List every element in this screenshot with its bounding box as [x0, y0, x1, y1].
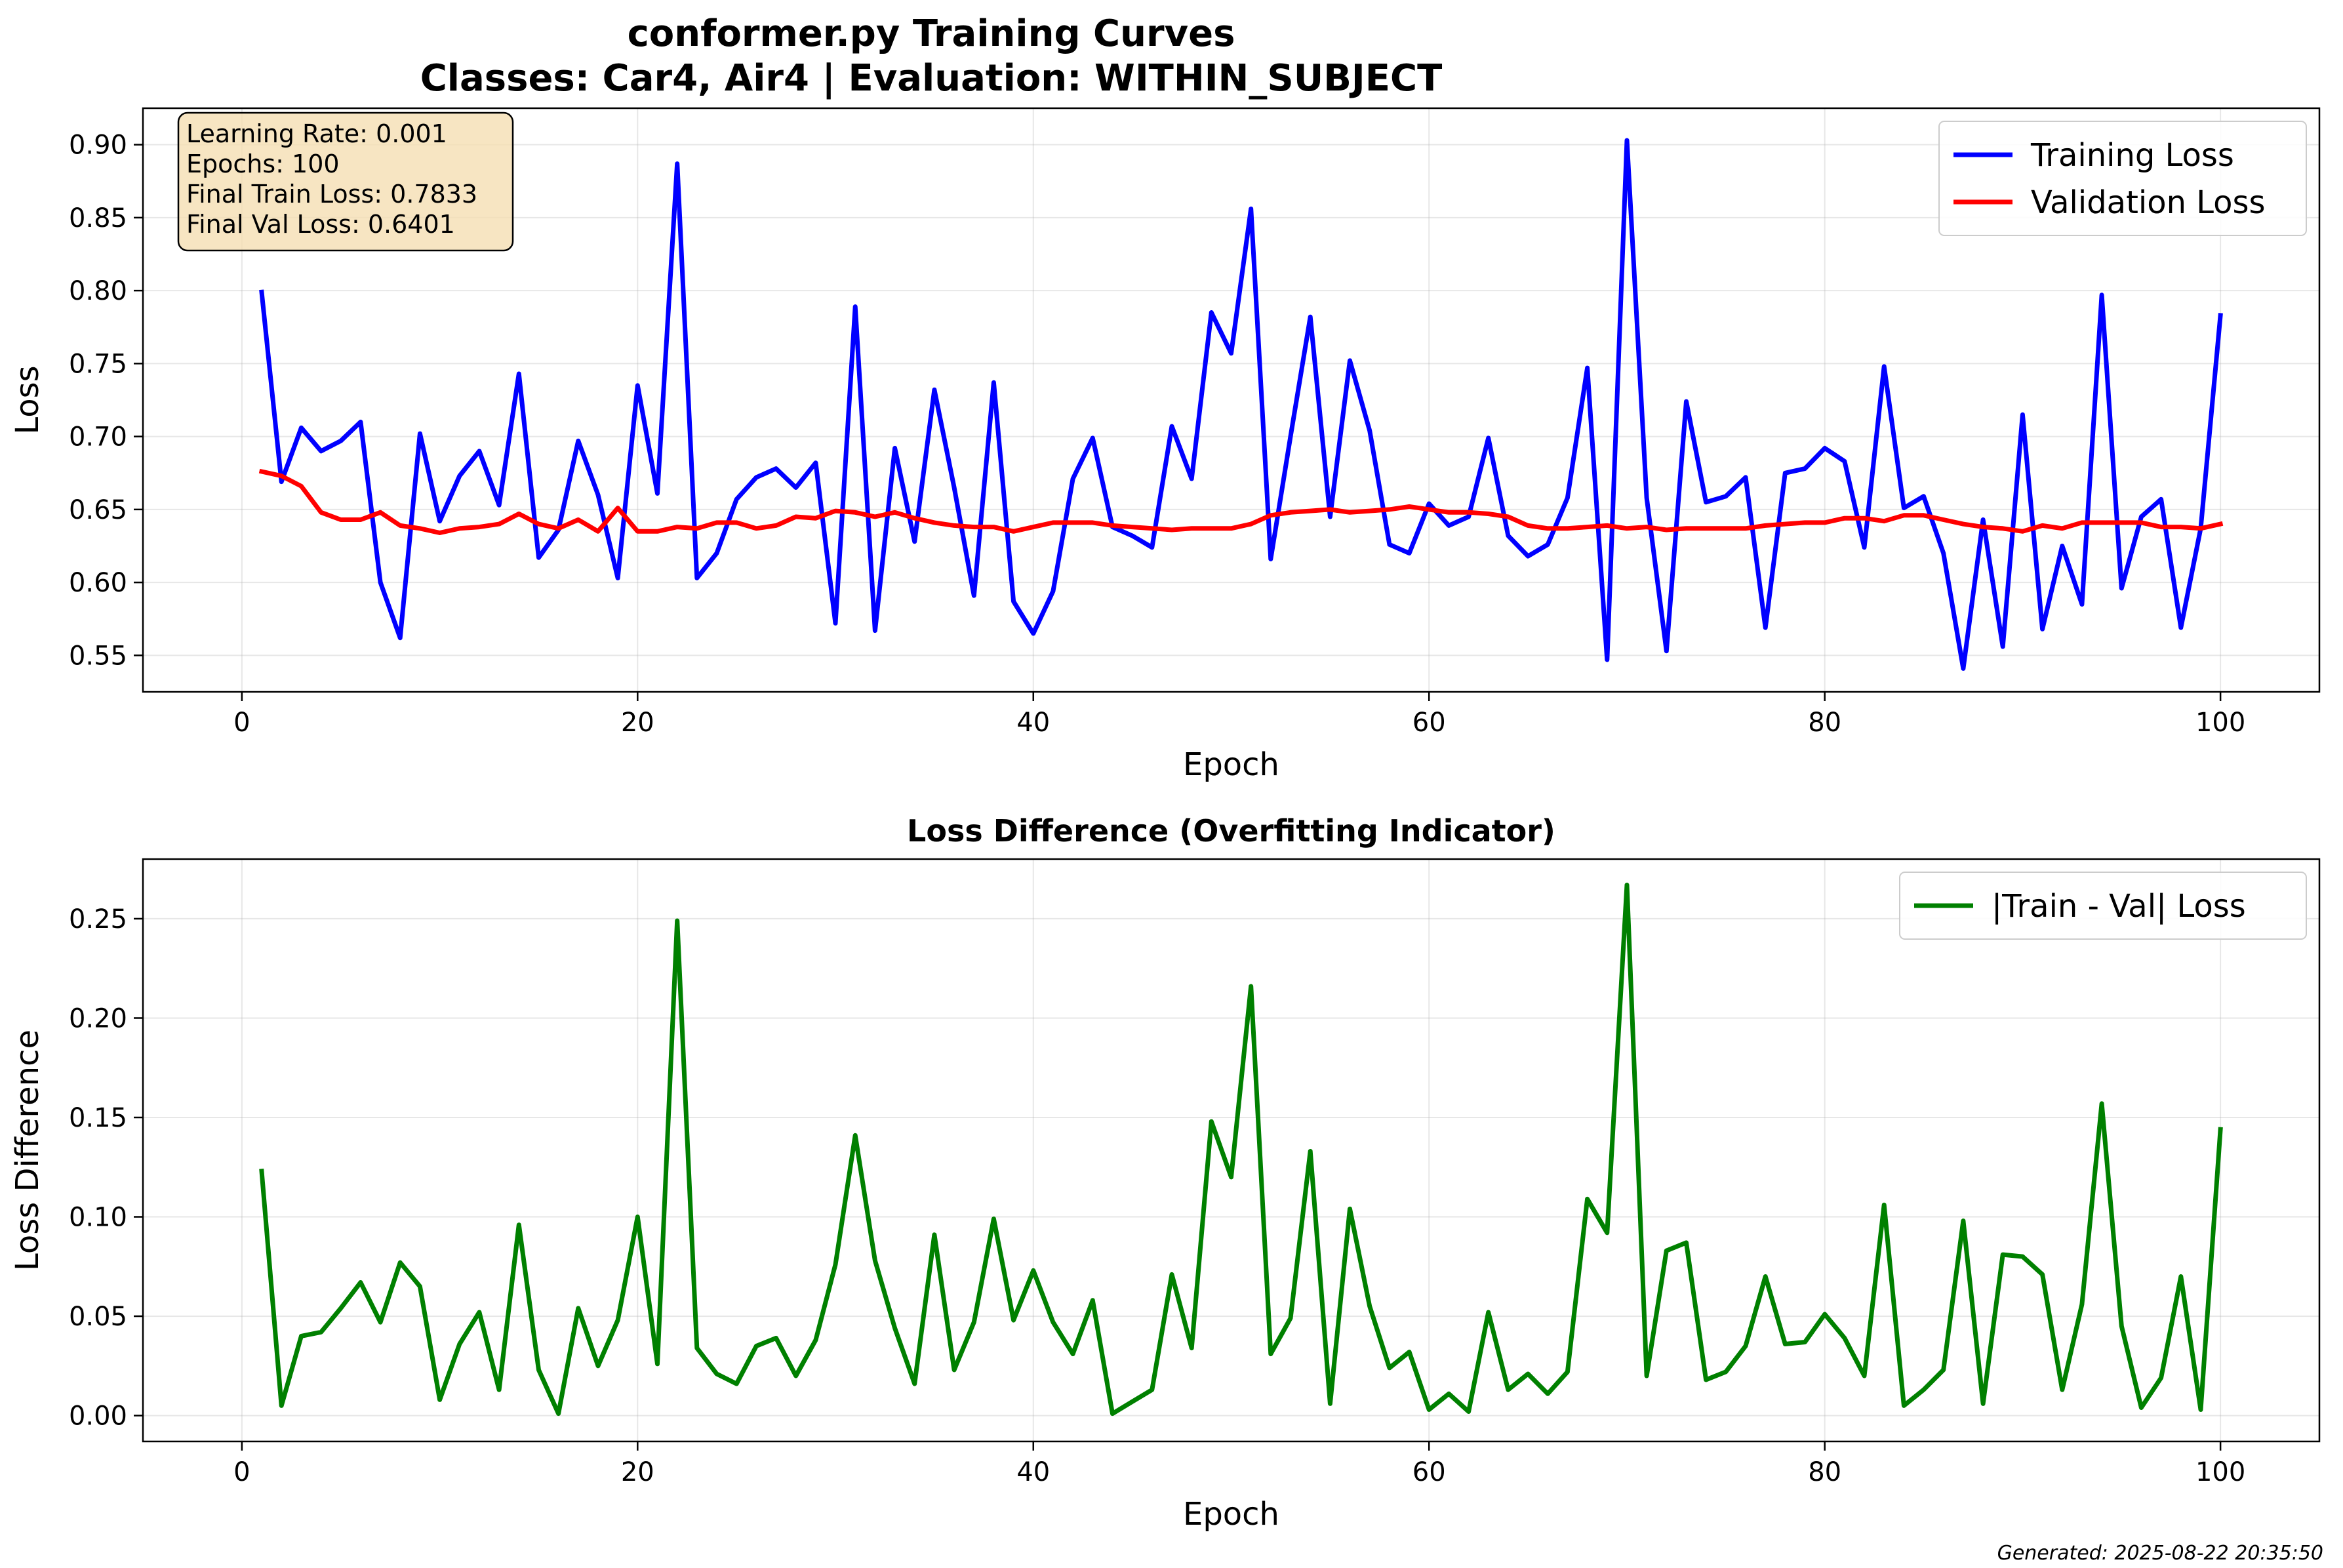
axes-frame — [142, 858, 2321, 1443]
x-tick-label: 60 — [1412, 1457, 1446, 1487]
y-tick-label: 0.90 — [69, 131, 127, 161]
x-tick-label: 20 — [621, 708, 654, 738]
y-tick-label: 0.70 — [69, 422, 127, 452]
series-line-training-loss — [259, 138, 2223, 671]
x-tick-label: 40 — [1016, 708, 1050, 738]
subplot-title: Loss Difference (Overfitting Indicator) — [907, 813, 1555, 849]
generated-timestamp: Generated: 2025-08-22 20:35:50 — [1997, 1542, 2323, 1565]
info-box-background — [177, 111, 514, 252]
y-tick-label: 0.55 — [69, 641, 127, 671]
x-tick-label: 0 — [233, 708, 250, 738]
loss-difference-panel: Loss Difference (Overfitting Indicator) 0… — [9, 813, 2321, 1533]
x-tick-label: 100 — [2195, 1457, 2245, 1487]
y-tick-label: 0.10 — [69, 1203, 127, 1233]
info-box-line: Learning Rate: 0.001 — [186, 119, 447, 148]
y-tick-label: 0.75 — [69, 349, 127, 379]
y-tick-label: 0.60 — [69, 568, 127, 598]
y-tick-label: 0.15 — [69, 1103, 127, 1133]
legend-label: Validation Loss — [2031, 184, 2266, 221]
info-box-line: Final Val Loss: 0.6401 — [186, 210, 455, 239]
x-tick-label: 100 — [2195, 708, 2245, 738]
y-axis-label: Loss — [9, 365, 46, 434]
series-line-train-val-loss — [259, 882, 2223, 1417]
x-axis-label: Epoch — [1183, 746, 1279, 783]
figure-title-line1: conformer.py Training Curves — [628, 12, 1235, 55]
y-tick-label: 0.85 — [69, 203, 127, 233]
y-tick-label: 0.65 — [69, 495, 127, 525]
legend: Training Loss Validation Loss — [1938, 121, 2307, 236]
info-box-line: Epochs: 100 — [186, 150, 340, 178]
legend-box — [1899, 872, 2307, 940]
x-axis-label: Epoch — [1183, 1496, 1279, 1533]
x-tick-label: 60 — [1412, 708, 1446, 738]
x-tick-label: 80 — [1808, 1457, 1841, 1487]
figure-title-line2: Classes: Car4, Air4 | Evaluation: WITHIN… — [420, 57, 1443, 100]
legend: |Train - Val| Loss — [1899, 872, 2307, 940]
legend-box — [1938, 121, 2307, 236]
legend-label: Training Loss — [2030, 137, 2234, 174]
training-loss-panel: 0 20 40 60 80 100 0.55 0.60 0.65 0.70 0.75 0.80 0.85… — [9, 107, 2321, 783]
legend-label: |Train - Val| Loss — [1992, 888, 2246, 925]
x-tick-label: 40 — [1016, 1457, 1050, 1487]
y-tick-label: 0.80 — [69, 276, 127, 306]
x-tick-label: 0 — [233, 1457, 250, 1487]
y-tick-label: 0.20 — [69, 1003, 127, 1034]
series-line-validation-loss — [258, 468, 2224, 535]
x-tick-label: 80 — [1808, 708, 1841, 738]
y-tick-label: 0.25 — [69, 904, 127, 935]
y-tick-label: 0.00 — [69, 1401, 127, 1432]
y-axis-label: Loss Difference — [9, 1030, 46, 1271]
y-tick-label: 0.05 — [69, 1302, 127, 1332]
grid-lines — [143, 108, 2319, 692]
axes-frame — [142, 107, 2321, 693]
info-box-line: Final Train Loss: 0.7833 — [186, 180, 477, 209]
x-tick-label: 20 — [621, 1457, 654, 1487]
